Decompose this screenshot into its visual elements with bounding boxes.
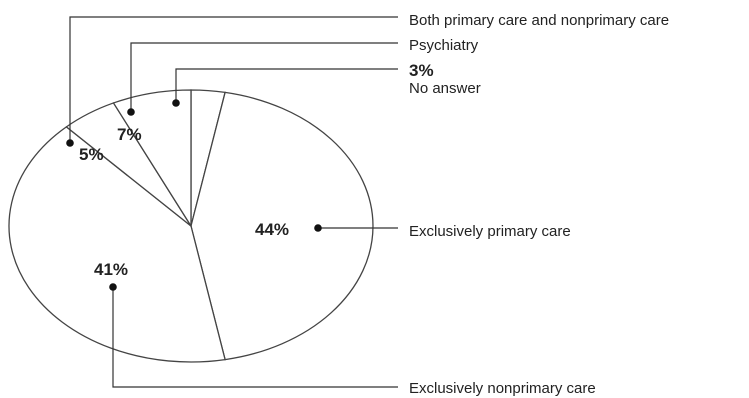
slices-layer xyxy=(8,89,374,363)
leader-line-no-answer xyxy=(175,68,398,103)
leader-dot-exclusively-nonprimary xyxy=(109,283,117,291)
leader-line-exclusively-nonprimary xyxy=(112,287,398,388)
category-label-exclusively-primary: Exclusively primary care xyxy=(409,223,571,240)
pct-label-exclusively-nonprimary: 41% xyxy=(94,260,128,279)
leaders-layer xyxy=(66,16,398,388)
leader-line-both xyxy=(69,16,398,143)
pie-slice-exclusively-primary xyxy=(190,91,374,361)
leader-dot-both xyxy=(66,139,74,147)
pct-label-psychiatry: 7% xyxy=(117,125,142,144)
category-label-both: Both primary care and nonprimary care xyxy=(409,12,669,29)
pie-slice-psychiatry xyxy=(112,89,192,229)
category-label-no-answer: No answer xyxy=(409,80,481,97)
leader-dot-psychiatry xyxy=(127,108,135,116)
category-label-psychiatry: Psychiatry xyxy=(409,37,479,54)
pct-label-no-answer: 3% xyxy=(409,61,434,80)
pie-slice-exclusively-nonprimary xyxy=(8,126,226,363)
leader-dot-exclusively-primary xyxy=(314,224,322,232)
pct-label-exclusively-primary: 44% xyxy=(255,220,289,239)
category-label-exclusively-nonprimary: Exclusively nonprimary care xyxy=(409,380,596,397)
leader-dot-no-answer xyxy=(172,99,180,107)
leader-line-psychiatry xyxy=(130,42,398,112)
pct-label-both: 5% xyxy=(79,145,104,164)
